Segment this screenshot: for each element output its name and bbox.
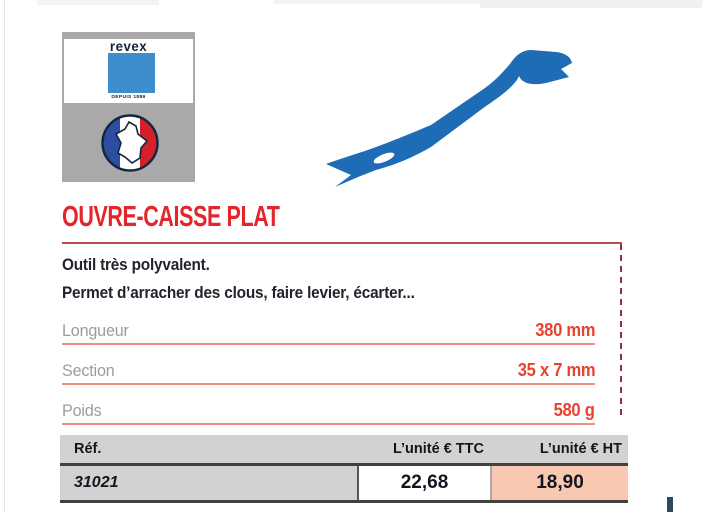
ht-price-cell: 18,90 — [492, 466, 628, 500]
crowbar-product-image — [326, 50, 572, 187]
spec-value: 380 mm — [534, 320, 595, 340]
description-line-1: Outil très polyvalent. — [62, 256, 210, 274]
spec-label: Longueur — [62, 321, 129, 340]
product-title: OUVRE-CAISSE PLAT — [62, 201, 280, 233]
brand-wordmark: revex — [109, 38, 148, 54]
brand-blue-square — [108, 53, 155, 93]
page-edge-line — [4, 0, 5, 512]
spec-row-section: Section 35 x 7 mm — [62, 345, 595, 385]
made-in-france-badge-icon — [101, 114, 159, 172]
spec-list: Longueur 380 mm Section 35 x 7 mm Poids … — [62, 305, 595, 425]
spec-value: 35 x 7 mm — [517, 360, 595, 380]
col-header-ref: Réf. — [74, 441, 102, 457]
ttc-price-cell: 22,68 — [357, 466, 492, 500]
title-underline — [62, 242, 622, 244]
brand-logo-inner: revex DEPUIS 1889 — [64, 39, 193, 103]
spec-value: 580 g — [554, 400, 595, 420]
top-crop-artifact — [480, 0, 702, 8]
price-table: Réf. L’unité € TTC L’unité € HT 31021 22… — [60, 435, 628, 503]
ref-cell: 31021 — [60, 466, 357, 500]
spec-label: Poids — [62, 401, 102, 420]
coupon-dashed-border — [620, 244, 622, 418]
price-table-row: 31021 22,68 18,90 — [60, 466, 628, 503]
col-header-ttc: L’unité € TTC — [392, 441, 484, 457]
product-description: Outil très polyvalent. Permet d’arracher… — [62, 251, 564, 307]
spec-row-poids: Poids 580 g — [62, 385, 595, 425]
brand-tagline: DEPUIS 1889 — [111, 94, 146, 100]
spec-label: Section — [62, 361, 115, 380]
price-table-header: Réf. L’unité € TTC L’unité € HT — [60, 435, 628, 466]
brand-logo-block: revex DEPUIS 1889 — [62, 32, 195, 182]
spec-row-longueur: Longueur 380 mm — [62, 305, 595, 345]
bottom-right-crop-artifact — [667, 497, 673, 512]
col-header-ht: L’unité € HT — [539, 441, 622, 457]
top-crop-artifact — [37, 0, 159, 5]
description-line-2: Permet d’arracher des clous, faire levie… — [62, 284, 415, 302]
